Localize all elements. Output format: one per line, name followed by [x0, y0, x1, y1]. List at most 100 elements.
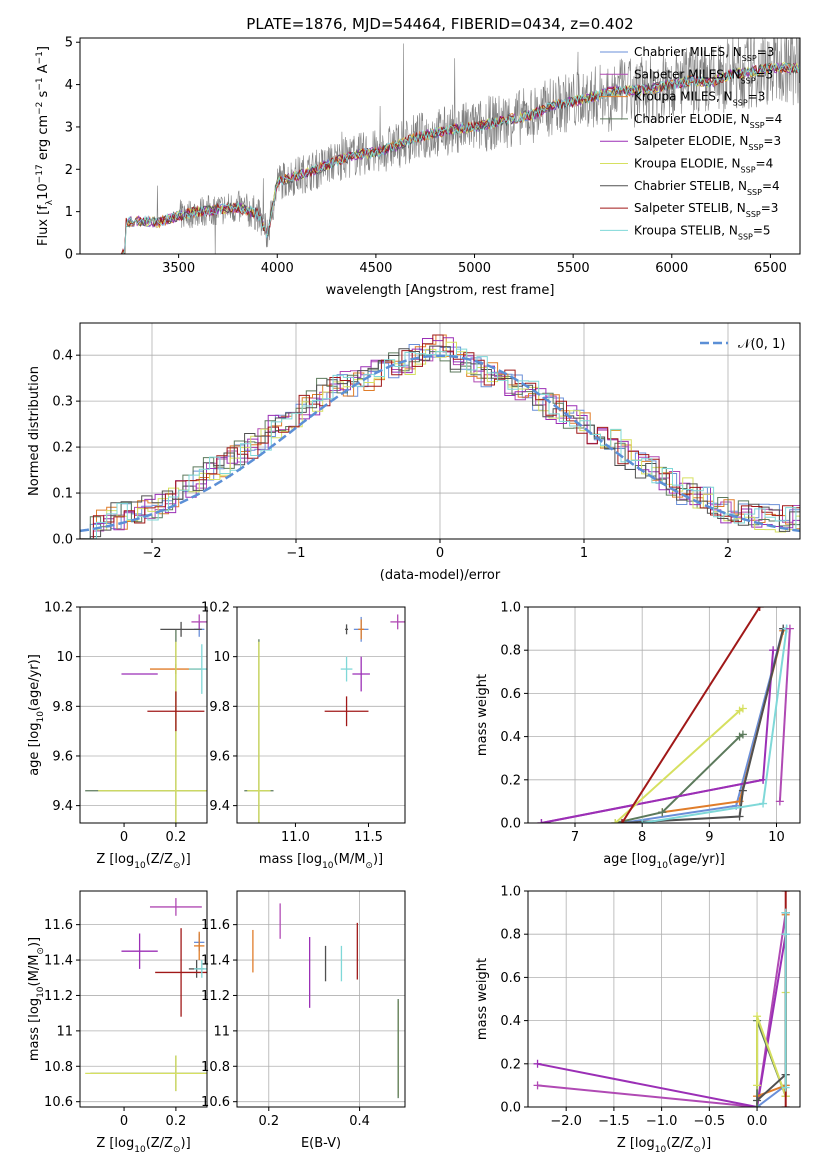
- plot-area-residuals: [80, 334, 800, 539]
- histogram-step: [80, 334, 800, 539]
- x-tick-label: −0.5: [694, 1114, 726, 1129]
- y-tick-label: 11.6: [201, 918, 230, 933]
- weight-marker: [753, 1081, 762, 1090]
- chart-spectrum: 3500 4000 4500 5000 5500 6000 6500 0 1 2 3 4 5 wavele…: [35, 36, 801, 298]
- y-tick-label: 9.6: [209, 749, 230, 764]
- legend-entry: Salpeter MILES, NSSP=3: [634, 67, 773, 85]
- x-tick-label: 3500: [162, 261, 195, 276]
- weight-marker: [738, 730, 747, 739]
- histogram-step: [80, 345, 800, 539]
- x-tick-label: 0.4: [349, 1114, 370, 1129]
- weight-marker: [781, 1103, 790, 1107]
- x-axis-label: age [log10(age/yr)]: [603, 852, 725, 871]
- weight-marker: [769, 646, 778, 655]
- legend-entry: Chabrier ELODIE, NSSP=4: [634, 112, 782, 129]
- normal-curve: [80, 354, 800, 533]
- y-tick-label: 0.0: [500, 817, 521, 832]
- chart-age-vs-Z: 0 0.2 9.4 9.6 9.8 10 10.2 Z [log10(Z/Z⊙)] age [l…: [27, 601, 208, 871]
- weight-line: [621, 628, 785, 823]
- axes-frame: [527, 606, 801, 824]
- weight-marker: [658, 808, 667, 817]
- weight-marker: [785, 624, 794, 633]
- legend-entry: Salpeter ELODIE, NSSP=3: [634, 134, 781, 152]
- x-tick-label: 6000: [655, 261, 688, 276]
- y-tick-label: 10: [213, 650, 230, 665]
- y-axis-label: Normed distribution: [27, 366, 42, 496]
- x-tick-label: 0.2: [166, 1114, 187, 1129]
- y-tick-label: 11: [56, 1024, 73, 1039]
- y-tick-label: 10.6: [44, 1095, 73, 1110]
- legend-entry: Kroupa MILES, NSSP=3: [634, 90, 765, 108]
- x-tick-label: −1.0: [646, 1114, 678, 1129]
- observed-spectrum-line: [121, 38, 800, 254]
- chart-mass-vs-Z: 0 0.2 10.6 10.8 11 11.2 11.4 11.6 Z [log10(Z/Z⊙)…: [27, 890, 208, 1155]
- y-tick-label: 11: [213, 1024, 230, 1039]
- y-tick-label: 1.0: [500, 885, 521, 900]
- y-tick-label: 0.6: [500, 687, 521, 702]
- x-axis-label: (data-model)/error: [380, 568, 501, 583]
- x-tick-label: −1: [286, 546, 305, 561]
- y-tick-label: 0.2: [500, 773, 521, 788]
- x-tick-label: −1.5: [598, 1114, 630, 1129]
- x-tick-label: 4500: [359, 261, 392, 276]
- weight-marker: [781, 891, 790, 895]
- legend-entry: Chabrier MILES, NSSP=3: [634, 45, 774, 63]
- weight-marker: [753, 1012, 762, 1021]
- y-tick-label: 4: [65, 78, 73, 93]
- y-tick-label: 11.6: [44, 918, 73, 933]
- y-tick-label: 0.4: [52, 349, 73, 364]
- x-axis-label: mass [log10(M/M⊙)]: [259, 852, 383, 871]
- model-fit-line: [121, 62, 800, 254]
- plot-area-mass-vs-Z: [85, 898, 207, 1092]
- plot-area-mass-vs-ebv: [252, 903, 399, 1099]
- y-axis-label: mass weight: [475, 674, 490, 756]
- y-tick-label: 10.2: [44, 601, 73, 616]
- y-tick-label: 0.2: [52, 441, 73, 456]
- weight-line: [537, 934, 787, 1107]
- axes-frame: [79, 890, 208, 1108]
- legend-entry: Kroupa STELIB, NSSP=5: [634, 223, 771, 241]
- weight-marker: [755, 607, 764, 611]
- x-tick-label: 5000: [458, 261, 491, 276]
- y-tick-label: 1.0: [500, 601, 521, 616]
- legend-entry: Chabrier STELIB, NSSP=4: [634, 179, 780, 197]
- x-tick-label: 0.2: [166, 830, 187, 845]
- x-tick-label: 8: [638, 830, 646, 845]
- weight-marker: [533, 1059, 542, 1068]
- y-axis-label: age [log10(age/yr)]: [27, 654, 46, 776]
- x-tick-label: 9: [705, 830, 713, 845]
- y-axis-label: Flux [fλ10−17 erg cm−2 s−1 A−1]: [35, 46, 55, 246]
- y-tick-label: 9.8: [209, 700, 230, 715]
- x-tick-label: 5500: [557, 261, 590, 276]
- weight-marker: [753, 1096, 762, 1105]
- y-tick-label: 0.1: [52, 487, 73, 502]
- weight-marker: [618, 819, 627, 823]
- chart-mw-vs-Z: −2.0 −1.5 −1.0 −0.5 0.0 0.0 0.2 0.4 0.6 0.8 1.0 Z […: [475, 885, 801, 1155]
- x-tick-label: 11.5: [354, 830, 383, 845]
- y-tick-label: 10.8: [201, 1060, 230, 1075]
- legend-entry: Kroupa ELODIE, NSSP=4: [634, 157, 773, 175]
- y-tick-label: 10.2: [201, 601, 230, 616]
- weight-marker: [735, 812, 744, 821]
- histogram-step: [80, 337, 800, 539]
- y-tick-label: 10: [56, 650, 73, 665]
- x-tick-label: 1: [580, 546, 588, 561]
- y-tick-label: 10.6: [201, 1095, 230, 1110]
- y-tick-label: 9.4: [52, 799, 73, 814]
- weight-marker: [638, 819, 647, 823]
- x-tick-label: −2: [142, 546, 161, 561]
- y-tick-label: 11.2: [201, 989, 230, 1004]
- y-axis-label: mass weight: [475, 958, 490, 1040]
- axes-frame: [79, 37, 801, 255]
- weight-line: [642, 628, 788, 823]
- histogram-step: [80, 348, 800, 539]
- y-tick-label: 11.4: [44, 954, 73, 969]
- plot-area-mw-vs-age: [537, 607, 794, 823]
- weight-line: [537, 912, 787, 1107]
- plot-area-spectrum: [121, 38, 800, 254]
- weight-line: [778, 628, 791, 802]
- y-tick-label: 0.4: [500, 1014, 521, 1029]
- x-tick-label: 0: [436, 546, 444, 561]
- chart-mass-vs-ebv: 0.2 0.4 10.6 10.8 11 11.2 11.4 11.6 E(B-V): [201, 890, 406, 1151]
